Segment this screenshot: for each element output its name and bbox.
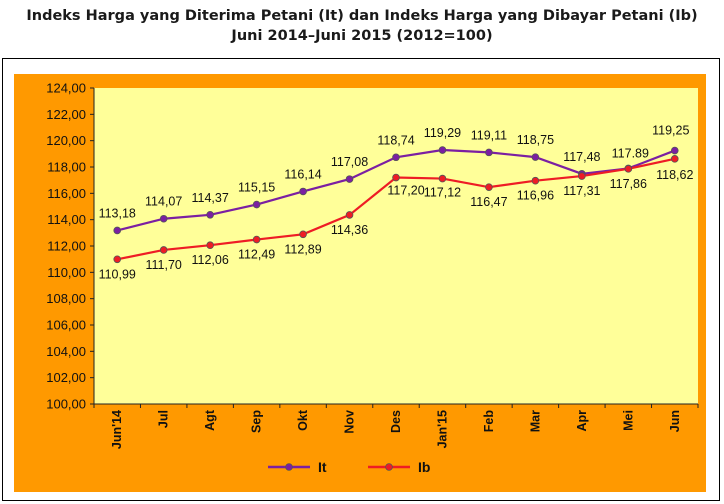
data-point-ib xyxy=(252,235,261,244)
y-tick-label: 124,00 xyxy=(46,81,86,96)
data-point-ib xyxy=(113,255,122,264)
data-point-ib xyxy=(345,211,354,219)
data-label-it: 117,08 xyxy=(331,155,368,169)
data-point-ib xyxy=(392,173,400,182)
x-tick-label: Mar xyxy=(528,410,542,432)
data-label-it: 117.89 xyxy=(612,146,649,160)
data-label-it: 119,29 xyxy=(424,126,461,140)
data-point-it xyxy=(392,153,400,162)
data-point-it xyxy=(113,226,122,235)
data-point-ib xyxy=(159,246,168,254)
data-label-ib: 112,06 xyxy=(191,253,228,267)
legend-marker-it xyxy=(285,463,293,471)
data-point-ib xyxy=(531,176,540,185)
data-point-it xyxy=(485,148,493,157)
x-tick-label: Feb xyxy=(482,410,496,433)
y-tick-label: 108,00 xyxy=(46,291,86,306)
data-point-it xyxy=(670,146,679,155)
data-label-it: 113,18 xyxy=(99,206,136,220)
data-point-it xyxy=(438,146,447,154)
y-tick-label: 110,00 xyxy=(47,265,86,280)
data-label-ib: 111,70 xyxy=(145,258,181,272)
y-tick-label: 102,00 xyxy=(46,370,86,385)
y-tick-label: 106,00 xyxy=(46,318,86,333)
data-point-ib xyxy=(670,155,679,163)
data-point-it xyxy=(531,153,540,161)
chart-title: Indeks Harga yang Diterima Petani (It) d… xyxy=(26,8,698,24)
data-label-it: 119,11 xyxy=(471,128,507,142)
x-tick-label: Okt xyxy=(296,409,310,431)
data-point-it xyxy=(159,214,168,223)
y-tick-label: 120,00 xyxy=(46,133,86,148)
data-label-it: 117,48 xyxy=(563,150,600,164)
data-point-ib xyxy=(206,241,214,250)
data-label-ib: 117,86 xyxy=(610,177,647,191)
data-label-it: 119,25 xyxy=(652,124,689,138)
y-tick-label: 100,00 xyxy=(46,397,86,412)
data-point-ib xyxy=(299,230,307,239)
x-tick-label: Des xyxy=(389,410,403,433)
data-point-ib xyxy=(624,165,633,173)
chart-subtitle: Juni 2014–Juni 2015 (2012=100) xyxy=(231,28,493,44)
y-tick-label: 118,00 xyxy=(47,160,86,175)
data-point-ib xyxy=(578,172,586,180)
x-tick-label: Jul xyxy=(157,410,171,428)
data-point-ib xyxy=(485,183,493,191)
x-tick-label: Mei xyxy=(621,410,635,431)
y-tick-label: 122,00 xyxy=(46,107,86,122)
data-point-it xyxy=(299,187,307,196)
data-label-it: 118,74 xyxy=(377,133,414,147)
legend-label-ib: Ib xyxy=(418,459,430,475)
data-label-it: 114,37 xyxy=(191,191,228,205)
data-label-it: 116,14 xyxy=(284,167,321,181)
data-label-it: 115,15 xyxy=(238,181,275,195)
data-point-ib xyxy=(438,174,447,183)
legend-marker-ib xyxy=(385,463,393,471)
y-tick-label: 104,00 xyxy=(46,344,86,359)
y-tick-label: 114,00 xyxy=(47,212,86,227)
data-label-ib: 117,31 xyxy=(563,184,600,198)
legend-label-it: It xyxy=(318,459,327,475)
x-tick-label: Apr xyxy=(575,410,589,432)
y-tick-label: 112,00 xyxy=(47,239,86,254)
data-label-it: 118,75 xyxy=(517,133,554,147)
data-label-ib: 118,62 xyxy=(656,168,693,182)
data-label-ib: 116,96 xyxy=(517,189,554,203)
data-label-ib: 117,20 xyxy=(387,184,424,198)
data-label-ib: 117,12 xyxy=(424,186,461,200)
x-tick-label: Jan'15 xyxy=(435,410,449,448)
data-point-it xyxy=(206,210,214,219)
data-label-ib: 116,47 xyxy=(470,195,507,209)
x-tick-label: Jun xyxy=(668,410,682,432)
data-label-ib: 110,99 xyxy=(99,267,136,281)
y-tick-label: 116,00 xyxy=(47,186,86,201)
chart-title-block: Indeks Harga yang Diterima Petani (It) d… xyxy=(0,6,724,46)
data-label-ib: 112,89 xyxy=(284,242,321,256)
data-label-it: 114,07 xyxy=(145,195,182,209)
x-tick-label: Jun'14 xyxy=(110,410,124,449)
data-point-it xyxy=(252,200,261,209)
x-tick-label: Agt xyxy=(203,409,217,431)
data-label-ib: 114,36 xyxy=(331,223,368,237)
data-point-it xyxy=(345,175,354,183)
x-tick-label: Nov xyxy=(343,410,357,434)
data-label-ib: 112,49 xyxy=(238,248,275,262)
x-tick-label: Sep xyxy=(250,410,264,433)
